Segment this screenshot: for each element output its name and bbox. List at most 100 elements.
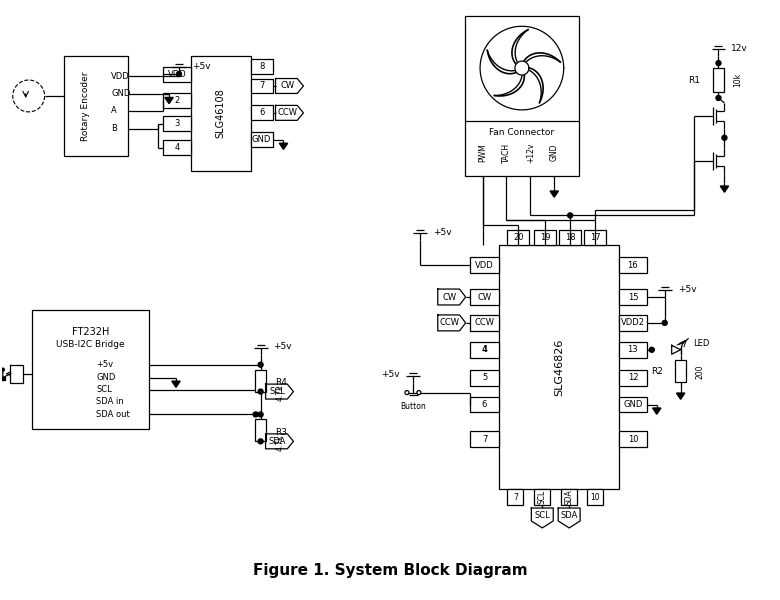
Circle shape (417, 391, 421, 395)
Text: 3: 3 (174, 119, 179, 128)
Circle shape (716, 61, 721, 65)
Polygon shape (653, 408, 661, 414)
Polygon shape (165, 97, 173, 104)
Text: R2: R2 (651, 367, 663, 376)
Text: 8: 8 (259, 62, 264, 71)
Text: 19: 19 (540, 233, 551, 242)
Circle shape (254, 412, 258, 417)
Bar (619, 257, 647, 273)
Text: R3: R3 (275, 428, 288, 437)
Bar (534, 489, 550, 505)
Text: SLG46826: SLG46826 (555, 338, 564, 396)
Bar (619, 370, 647, 386)
Bar (465, 16, 579, 176)
Circle shape (662, 320, 667, 325)
Text: 15: 15 (628, 293, 638, 302)
Text: Fan Connector: Fan Connector (489, 128, 555, 137)
Bar (675, 360, 686, 382)
Text: SCL: SCL (97, 385, 112, 394)
Bar (508, 489, 523, 505)
Text: 4.7k: 4.7k (275, 434, 285, 451)
Bar (584, 230, 606, 245)
Circle shape (258, 412, 263, 417)
Text: GND: GND (112, 89, 131, 98)
Text: 12: 12 (628, 373, 638, 382)
Text: SCL: SCL (537, 490, 547, 504)
Text: SDA out: SDA out (97, 410, 130, 419)
Bar (619, 289, 647, 305)
Polygon shape (720, 186, 729, 192)
Polygon shape (676, 393, 685, 399)
Circle shape (176, 71, 182, 77)
Text: VDD: VDD (475, 260, 494, 269)
Polygon shape (275, 106, 303, 121)
Text: USB-I2C Bridge: USB-I2C Bridge (56, 340, 125, 349)
Text: 13: 13 (628, 345, 638, 354)
Circle shape (722, 135, 727, 140)
Bar (63, 56, 128, 155)
Circle shape (2, 368, 5, 371)
Bar (713, 68, 724, 92)
Circle shape (258, 439, 263, 444)
Circle shape (649, 347, 654, 352)
Text: CW: CW (442, 293, 456, 302)
Text: 18: 18 (565, 233, 576, 242)
Bar (470, 257, 499, 273)
Text: TACH: TACH (502, 143, 511, 163)
Text: Rotary Encoder: Rotary Encoder (81, 71, 90, 140)
Circle shape (258, 389, 263, 394)
Text: VDD2: VDD2 (621, 319, 645, 328)
Text: 4.7k: 4.7k (275, 384, 285, 401)
Polygon shape (438, 315, 466, 331)
Text: 7: 7 (482, 435, 488, 444)
Text: CCW: CCW (277, 109, 297, 118)
Text: SDA: SDA (268, 437, 286, 446)
Text: +5v: +5v (192, 62, 211, 71)
Bar (499, 245, 619, 489)
Text: PWM: PWM (478, 143, 487, 162)
Bar (470, 315, 499, 331)
Bar (191, 56, 250, 170)
Polygon shape (265, 384, 293, 399)
Bar (163, 116, 191, 131)
Polygon shape (550, 191, 558, 197)
Text: GND: GND (252, 135, 271, 144)
Text: 4: 4 (175, 143, 179, 152)
Text: 2: 2 (175, 97, 179, 106)
Text: +5v: +5v (678, 284, 697, 293)
Text: GND: GND (550, 144, 558, 161)
Bar (250, 132, 272, 147)
Polygon shape (275, 79, 303, 94)
Bar (470, 289, 499, 305)
Polygon shape (279, 143, 288, 149)
Text: Button: Button (400, 402, 426, 411)
Text: +12v: +12v (526, 142, 535, 163)
Circle shape (716, 95, 721, 100)
Text: 7: 7 (259, 82, 264, 91)
Text: Figure 1. System Block Diagram: Figure 1. System Block Diagram (253, 563, 527, 578)
Text: SDA: SDA (561, 511, 578, 520)
Text: GND: GND (623, 400, 643, 409)
Bar (163, 140, 191, 155)
Text: LED: LED (693, 339, 710, 348)
Text: CCW: CCW (474, 319, 495, 328)
Text: 6: 6 (259, 109, 264, 118)
Text: VDD: VDD (168, 70, 186, 79)
Text: SCL: SCL (534, 511, 550, 520)
Bar (470, 431, 499, 448)
Text: CW: CW (280, 82, 294, 91)
Text: +5v: +5v (381, 370, 400, 379)
Text: +5v: +5v (97, 360, 114, 369)
Bar (534, 230, 556, 245)
Polygon shape (558, 508, 580, 528)
Bar (32, 310, 149, 430)
Bar (163, 94, 191, 109)
Polygon shape (531, 508, 553, 528)
Bar (250, 79, 272, 94)
Text: CW: CW (477, 293, 491, 302)
Text: 16: 16 (628, 260, 638, 269)
Bar (587, 489, 603, 505)
Bar (1, 377, 5, 380)
Text: 200: 200 (696, 364, 704, 379)
Text: 20: 20 (513, 233, 523, 242)
